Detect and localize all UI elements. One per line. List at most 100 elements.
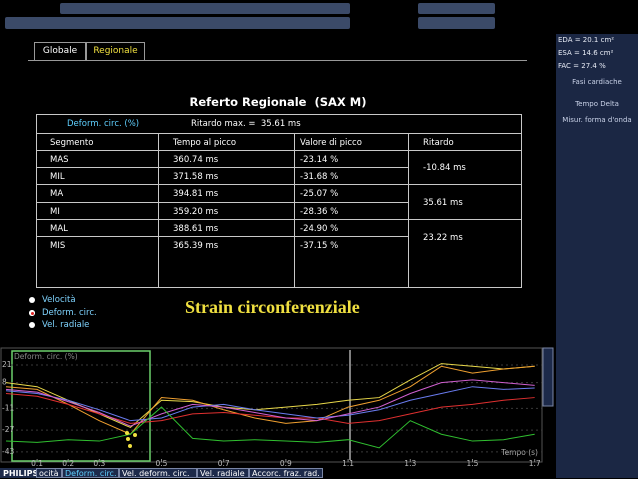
table-cell: -24.90 %	[300, 223, 339, 234]
x-tick-label: 1.3	[404, 459, 416, 468]
bottom-tab[interactable]: Vel. deform. circ.	[119, 468, 197, 478]
delay-cell: 23.22 ms	[423, 233, 463, 243]
y-tick-label: 8	[2, 378, 7, 387]
strain-curve	[5, 406, 535, 449]
table-cell: MA	[50, 189, 64, 200]
table-border	[36, 114, 522, 115]
table-border	[36, 114, 37, 288]
table-cell: MI	[50, 206, 60, 217]
bottom-tab[interactable]: Vel. radiale	[197, 468, 249, 478]
sidebar: EDA = 20.1 cm² ESA = 14.6 cm² FAC = 27.4…	[556, 34, 638, 478]
table-cell: MIS	[50, 241, 66, 251]
table-border	[36, 150, 522, 151]
table-border	[36, 202, 408, 203]
blurred-field	[60, 3, 350, 14]
y-tick-label: -11	[2, 403, 14, 412]
menu-item[interactable]: Tempo Delta	[575, 100, 619, 108]
blurred-field	[418, 3, 495, 14]
table-border	[408, 133, 409, 287]
column-header: Segmento	[50, 138, 94, 148]
table-cell: -25.07 %	[300, 189, 339, 200]
bottom-tab[interactable]: ocità	[36, 468, 62, 478]
radio[interactable]	[29, 297, 35, 303]
table-border	[36, 287, 522, 288]
table-cell: -37.15 %	[300, 241, 339, 251]
strain-curve	[5, 379, 535, 427]
strain-curve	[5, 365, 535, 435]
table-cell: 371.58 ms	[173, 172, 219, 183]
x-tick-label: 0.3	[93, 459, 105, 468]
chart-frame	[0, 347, 543, 463]
radio[interactable]	[29, 322, 35, 328]
menu-item[interactable]: Fasi cardiache	[572, 78, 622, 86]
blurred-field	[418, 17, 495, 29]
parameter: Deform. circ. (%)	[67, 119, 140, 129]
peak-marker	[126, 437, 130, 441]
table-cell: -31.68 %	[300, 172, 339, 183]
option[interactable]: Vel. radiale	[42, 320, 90, 330]
peak-marker	[125, 431, 129, 435]
table-border	[36, 236, 408, 237]
column-header: Valore di picco	[300, 138, 362, 148]
table-border	[521, 114, 522, 288]
x-tick-label: 0.5	[156, 459, 168, 468]
table-cell: 359.20 ms	[173, 206, 219, 217]
x-tick-label: 0.2	[62, 459, 74, 468]
x-label: Tempo (s)	[500, 448, 538, 457]
bottom-tab[interactable]: PHILIPS	[0, 468, 38, 478]
x-tick-label: 1.5	[467, 459, 479, 468]
report-title: Referto Regionale (SAX M)	[189, 95, 367, 109]
y-label: Deform. circ. (%)	[14, 352, 78, 361]
peak-marker	[128, 444, 132, 448]
overlay-title: Strain circonferenziale	[185, 297, 360, 317]
tab[interactable]: Globale	[34, 42, 86, 60]
menu-item[interactable]: Misur. forma d'onda	[562, 116, 632, 124]
y-tick-label: -43	[2, 447, 14, 456]
table-cell: 388.61 ms	[173, 223, 219, 234]
strain-chart: Deform. circ. (%) Tempo (s) 21 8 -11 -27 -43…	[0, 347, 554, 468]
chart-toolbar[interactable]	[542, 347, 554, 407]
delay-cell: -10.84 ms	[423, 163, 466, 173]
table-cell: 394.81 ms	[173, 189, 219, 200]
measurement: ESA = 14.6 cm²	[558, 49, 614, 57]
table-cell: 365.39 ms	[173, 241, 219, 251]
radio-selected	[30, 311, 34, 315]
table-border	[36, 167, 408, 168]
x-tick-label: 0.7	[218, 459, 230, 468]
tab-active[interactable]: Regionale	[86, 42, 145, 60]
peak-marker	[133, 433, 137, 437]
table-cell: MIL	[50, 172, 65, 183]
max-delay: Ritardo max. = 35.61 ms	[191, 119, 301, 129]
blurred-field	[5, 17, 350, 29]
table-border	[36, 133, 522, 134]
table-border	[294, 133, 295, 287]
x-tick-label: 1.1	[342, 459, 354, 468]
strain-curve	[5, 363, 535, 429]
table-cell: -28.36 %	[300, 206, 339, 217]
table-cell: 360.74 ms	[173, 155, 219, 165]
x-tick-label: 0.1	[31, 459, 43, 468]
table-border	[36, 184, 522, 185]
column-header: Tempo al picco	[173, 138, 237, 148]
selection-box	[11, 350, 151, 462]
x-tick-label: 0.9	[280, 459, 292, 468]
table-border	[158, 133, 159, 287]
measurement: EDA = 20.1 cm²	[558, 36, 615, 44]
option[interactable]: Velocità	[42, 295, 76, 305]
column-header: Ritardo	[423, 138, 454, 148]
bottom-tab[interactable]: Deform. circ.	[62, 468, 119, 478]
table-cell: MAL	[50, 223, 68, 234]
table-border	[36, 219, 522, 220]
table-cell: -23.14 %	[300, 155, 339, 165]
option[interactable]: Deform. circ.	[42, 308, 97, 318]
bottom-tab[interactable]: Accorc. fraz. rad.	[249, 468, 323, 478]
strain-curve	[5, 392, 535, 424]
strain-curve	[5, 386, 535, 422]
y-tick-label: -27	[2, 425, 14, 434]
tab-rule	[28, 60, 527, 61]
delay-cell: 35.61 ms	[423, 198, 463, 208]
measurement: FAC = 27.4 %	[558, 62, 606, 70]
y-tick-label: 21	[2, 360, 12, 369]
x-tick-label: 1.7	[529, 459, 541, 468]
